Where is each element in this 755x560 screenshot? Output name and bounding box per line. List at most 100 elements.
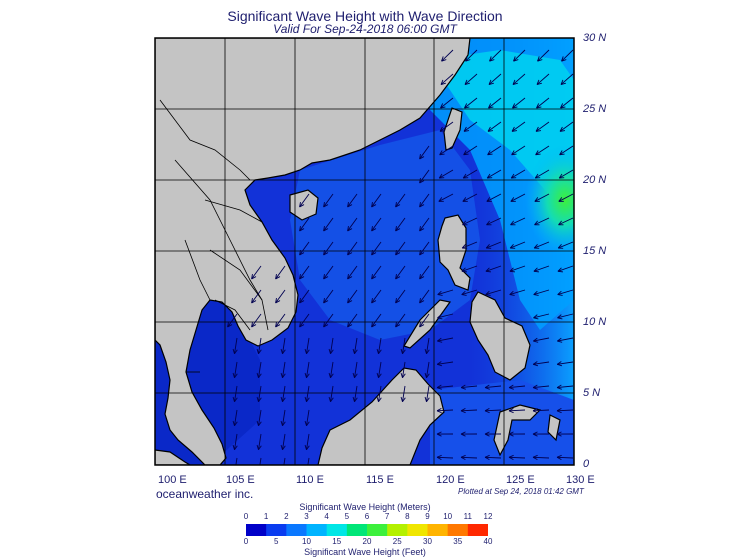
colorbar-segment [246, 524, 267, 536]
wave-arrow [347, 217, 358, 232]
wave-arrow-head [371, 276, 377, 280]
wave-arrow-head [323, 321, 325, 328]
wave-arrow-head [556, 361, 562, 365]
meter-tick-label: 8 [405, 512, 410, 521]
wave-arrow [419, 145, 430, 160]
wave-arrow-head [559, 153, 565, 156]
wave-arrow [560, 97, 574, 109]
wave-arrow [251, 289, 262, 304]
wave-arrow [558, 241, 574, 249]
wave-arrow-head [280, 420, 283, 426]
wave-arrow [282, 409, 286, 426]
wave-arrow-head [395, 201, 397, 208]
wave-arrow [378, 385, 382, 402]
land-taiwan [443, 107, 463, 151]
wave-arrow-head [323, 300, 329, 304]
wave-arrow-head [508, 431, 514, 435]
wave-arrow-head [234, 445, 238, 451]
wave-arrow [465, 49, 478, 62]
wave-arrow [436, 409, 454, 412]
wave-arrow-head [330, 349, 334, 355]
wave-arrow [462, 217, 478, 226]
wave-arrow-head [436, 456, 442, 461]
wave-arrow [559, 121, 574, 132]
wave-arrow-head [395, 273, 397, 280]
wave-arrow [533, 289, 550, 296]
wave-arrow-head [488, 106, 494, 109]
wave-arrow-head [371, 228, 377, 232]
wave-arrow-head [304, 348, 307, 354]
wave-arrow-head [561, 59, 567, 62]
wave-arrow-head [485, 294, 491, 296]
wave-arrow-head [282, 445, 286, 451]
wave-peak-region [525, 145, 574, 255]
wave-arrow [258, 433, 262, 450]
wave-arrow-head [559, 150, 563, 155]
wave-arrow-head [460, 433, 466, 437]
wave-arrow-head [328, 348, 331, 354]
wave-arrow-head [437, 317, 443, 320]
wave-arrow [485, 385, 502, 389]
wave-arrow-head [463, 150, 467, 155]
wave-arrow-head [323, 297, 325, 304]
wave-arrow [437, 361, 454, 365]
wave-arrow-head [436, 387, 442, 390]
wave-arrow [558, 169, 574, 179]
wave-arrow-head [556, 384, 562, 388]
wave-arrow [484, 456, 502, 459]
wave-arrow-head [347, 324, 353, 328]
wave-arrow-head [400, 348, 403, 354]
wave-arrow-head [561, 56, 564, 62]
wave-arrow [258, 409, 262, 426]
wave-arrow-head [437, 337, 442, 342]
wave-arrow-head [512, 106, 518, 109]
wave-arrow-head [557, 244, 562, 249]
wave-arrow-head [462, 173, 467, 179]
wave-arrow [557, 361, 574, 365]
feet-tick-label: 40 [483, 537, 493, 546]
wave-arrow-head [258, 397, 262, 403]
wave-arrow-head [533, 337, 538, 342]
wave-arrow-head [440, 82, 446, 86]
wave-arrow-head [299, 324, 305, 328]
wave-arrow [556, 409, 574, 412]
wave-arrow-head [532, 387, 538, 390]
wave-arrow-head [509, 290, 514, 295]
wave-arrow [395, 193, 406, 208]
brand-label: oceanweather inc. [156, 487, 254, 501]
meter-tick-label: 0 [243, 512, 249, 521]
wave-arrow-head [419, 177, 421, 184]
wave-arrow-head [371, 204, 377, 208]
wave-arrow-head [371, 324, 377, 328]
wave-arrow-head [485, 267, 490, 272]
wave-arrow [275, 289, 286, 304]
wave-arrow-head [486, 220, 491, 226]
wave-arrow-head [439, 130, 446, 132]
wave-arrow [533, 265, 550, 272]
wave-arrow-head [556, 431, 562, 435]
lon-label-125e: 125 E [506, 474, 535, 486]
wave-arrow-head [535, 150, 539, 155]
wave-arrow-head [234, 421, 238, 427]
wave-arrow-head [299, 201, 301, 208]
wave-arrow [402, 361, 406, 378]
wave-arrow-head [232, 348, 235, 354]
wave-arrow-head [532, 431, 538, 435]
wave-arrow [464, 97, 478, 109]
wave-arrow [419, 217, 430, 232]
wave-arrow-head [441, 56, 444, 62]
wave-arrow [419, 241, 430, 256]
wave-arrow [371, 289, 382, 304]
wave-arrow-head [400, 396, 403, 402]
wave-arrow-head [426, 397, 430, 403]
colorbar-segment [306, 524, 328, 536]
wave-arrow-head [299, 297, 301, 304]
wave-arrow [306, 409, 310, 426]
wave-arrow [235, 457, 238, 465]
wave-arrow-head [378, 373, 382, 379]
wave-arrow-head [533, 314, 538, 319]
wave-arrow-head [557, 317, 563, 320]
wave-arrow-head [395, 300, 401, 304]
colorbar-segment [326, 524, 348, 536]
wave-arrow-head [258, 373, 262, 379]
